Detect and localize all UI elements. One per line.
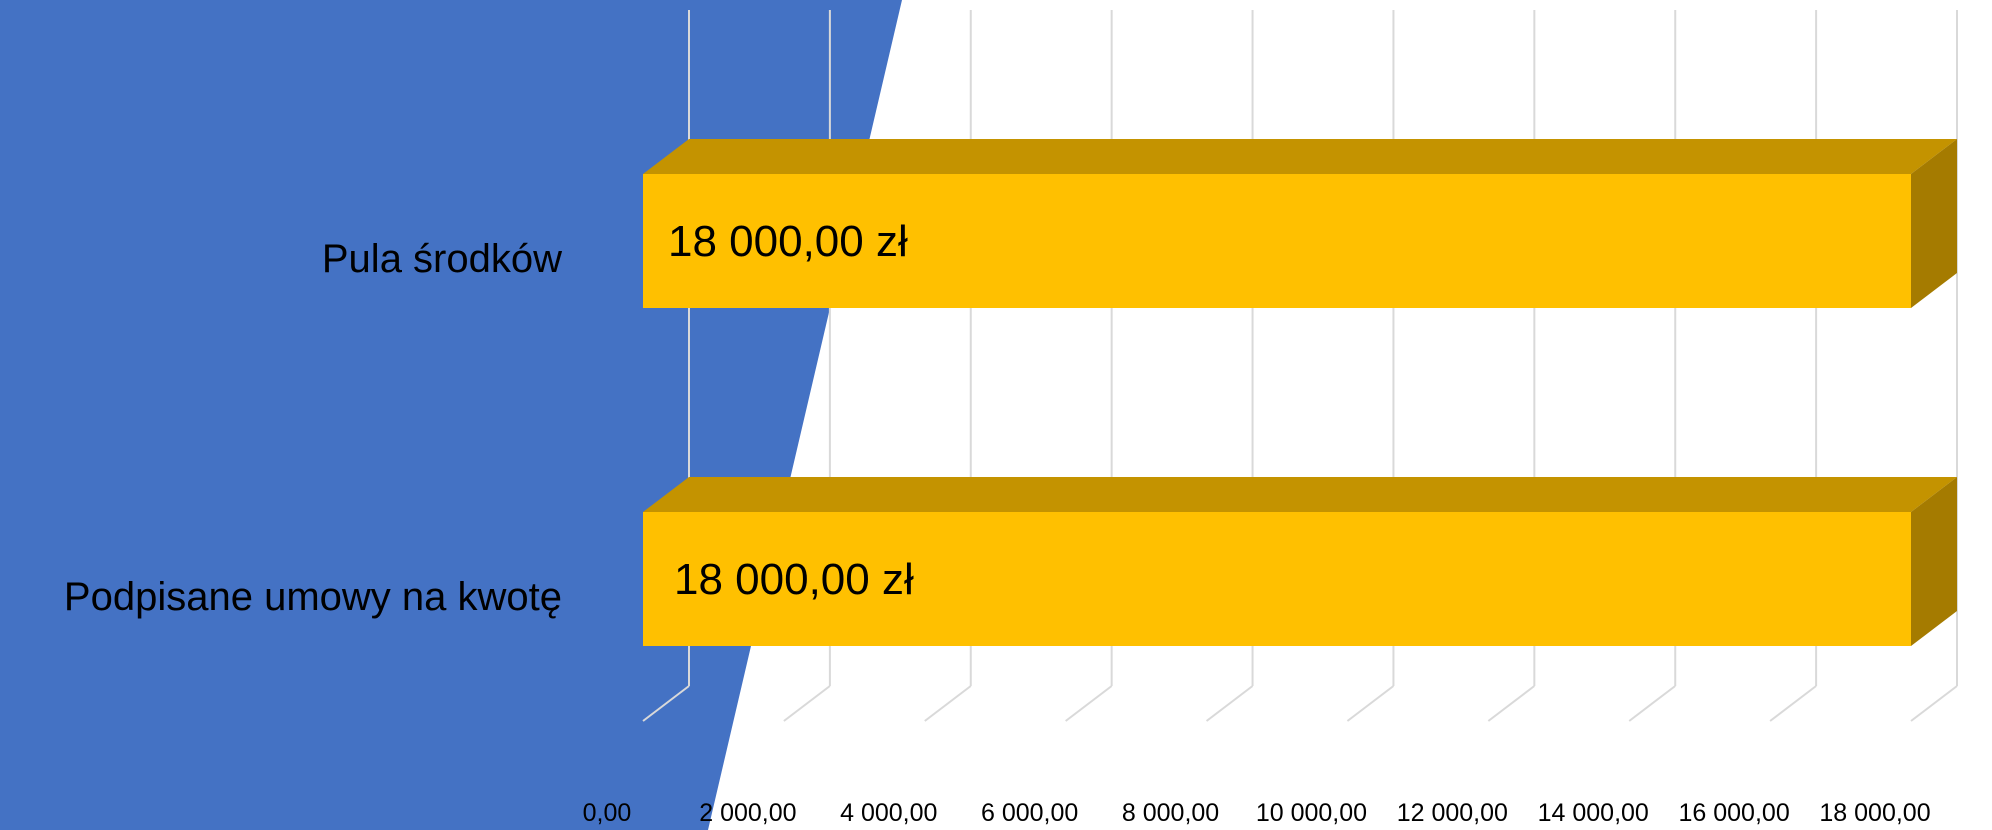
bar-group: 18 000,00 zł xyxy=(643,139,1957,308)
gridline-floor xyxy=(1628,685,1676,722)
gridline-floor xyxy=(1769,685,1817,722)
bar-side-face xyxy=(1911,139,1957,308)
gridline-floor xyxy=(783,685,831,722)
category-labels: Pula środków Podpisane umowy na kwotę xyxy=(64,237,562,619)
category-label: Pula środków xyxy=(322,237,562,281)
gridline-floor xyxy=(924,685,972,722)
x-tick-label: 8 000,00 xyxy=(1122,799,1219,827)
category-label: Podpisane umowy na kwotę xyxy=(64,575,562,619)
x-tick-label: 6 000,00 xyxy=(981,799,1078,827)
bar-group: 18 000,00 zł xyxy=(643,477,1957,646)
x-tick-label: 2 000,00 xyxy=(699,799,796,827)
x-tick-label: 0,00 xyxy=(583,799,632,827)
gridline-floor xyxy=(1910,685,1958,722)
bar xyxy=(643,174,1911,308)
x-tick-label: 16 000,00 xyxy=(1679,799,1790,827)
x-tick-label: 12 000,00 xyxy=(1397,799,1508,827)
data-label: 18 000,00 zł xyxy=(674,555,914,604)
gridline-floor xyxy=(1487,685,1535,722)
gridline-floor xyxy=(642,685,690,722)
blue-background-shape xyxy=(0,0,902,830)
bar-top-face xyxy=(643,477,1957,512)
gridline-floor xyxy=(1065,685,1113,722)
x-tick-label: 18 000,00 xyxy=(1819,799,1930,827)
bar-top-face xyxy=(643,139,1957,174)
x-tick-labels: 0,00 2 000,00 4 000,00 6 000,00 8 000,00 10 0… xyxy=(583,799,1931,827)
x-tick-label: 14 000,00 xyxy=(1538,799,1649,827)
data-label: 18 000,00 zł xyxy=(668,217,908,266)
bars: 18 000,00 zł 18 000,00 zł xyxy=(643,139,1957,646)
gridline-floor xyxy=(1346,685,1395,722)
gridline-floor xyxy=(1205,685,1254,722)
x-tick-label: 10 000,00 xyxy=(1256,799,1367,827)
bar xyxy=(643,512,1911,646)
bar-side-face xyxy=(1911,477,1957,646)
x-tick-label: 4 000,00 xyxy=(840,799,937,827)
